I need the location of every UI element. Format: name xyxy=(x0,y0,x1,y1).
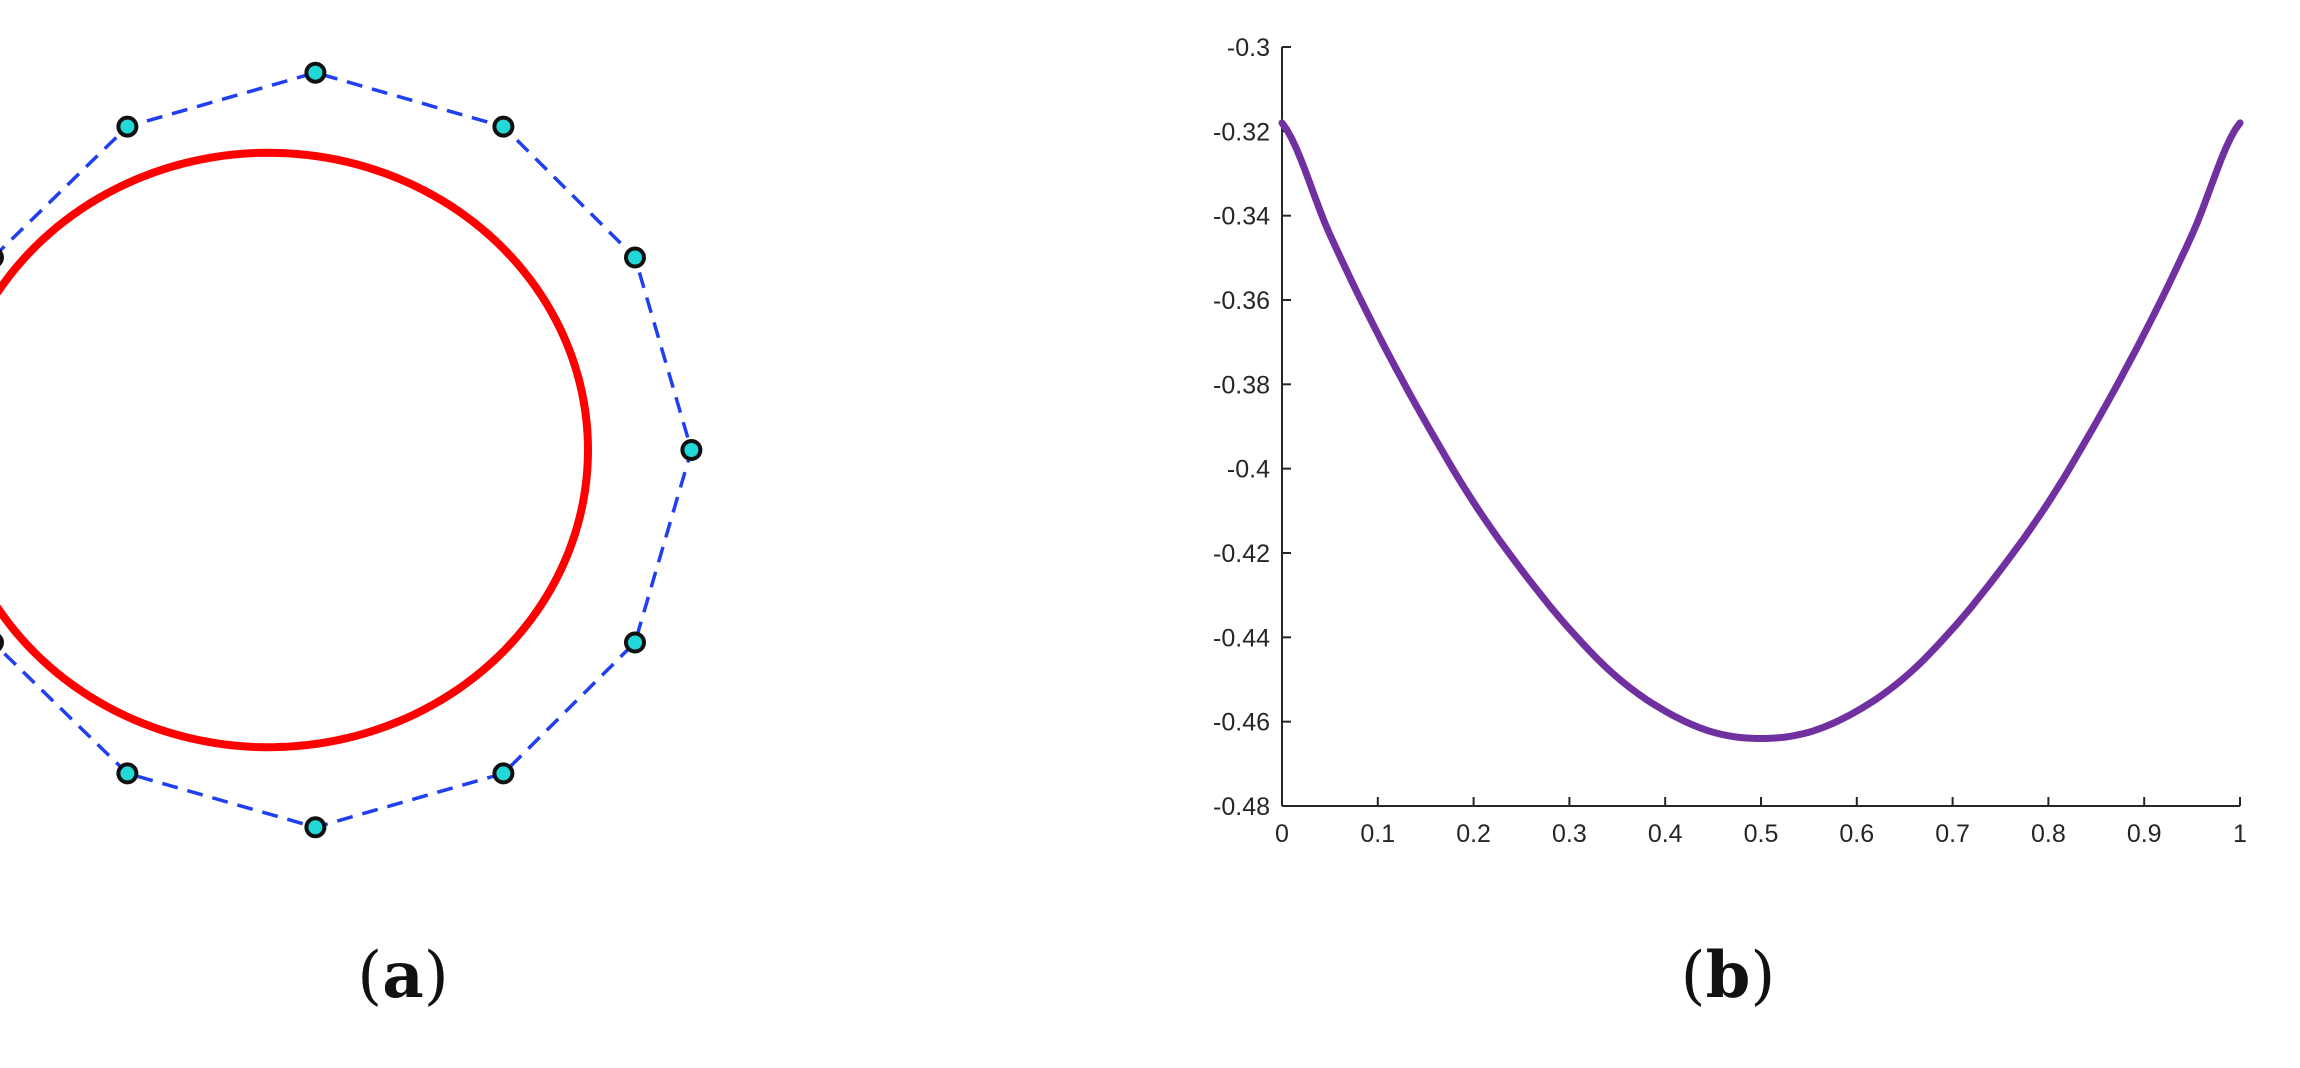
y-tick-label: -0.48 xyxy=(1213,793,1270,821)
bezier-curve xyxy=(0,148,593,752)
y-tick-label: -0.38 xyxy=(1213,371,1270,399)
x-tick-label: 0.6 xyxy=(1839,820,1874,848)
x-tick-label: 0 xyxy=(1275,820,1289,848)
control-point xyxy=(0,249,4,266)
x-tick-label: 0.1 xyxy=(1360,820,1395,848)
x-tick-label: 0.5 xyxy=(1744,820,1779,848)
control-point xyxy=(0,634,4,651)
series-line xyxy=(1278,119,2244,742)
y-tick-label: -0.42 xyxy=(1213,540,1270,568)
y-tick-label: -0.32 xyxy=(1213,118,1270,146)
x-tick-label: 0.8 xyxy=(2031,820,2066,848)
y-tick-label: -0.3 xyxy=(1227,34,1270,62)
caption-a: (a) xyxy=(357,938,449,1013)
x-tick-label: 0.2 xyxy=(1456,820,1491,848)
x-tick-label: 1 xyxy=(2233,820,2247,848)
control-point xyxy=(624,631,646,654)
y-tick-label: -0.44 xyxy=(1213,624,1270,652)
y-tick-label: -0.36 xyxy=(1213,287,1270,315)
panel-a-plot xyxy=(0,61,703,839)
y-tick-label: -0.4 xyxy=(1227,456,1270,484)
control-point xyxy=(492,762,515,785)
control-point xyxy=(304,61,327,84)
x-tick-label: 0.3 xyxy=(1552,820,1587,848)
control-point xyxy=(624,246,646,269)
control-point xyxy=(116,115,139,138)
control-point xyxy=(492,115,515,138)
control-point xyxy=(680,439,703,461)
control-point xyxy=(304,816,327,839)
caption-b: (b) xyxy=(1680,938,1776,1013)
x-tick-label: 0.9 xyxy=(2127,820,2162,848)
y-tick-label: -0.46 xyxy=(1213,709,1270,737)
y-tick-label: -0.34 xyxy=(1213,203,1270,231)
control-point xyxy=(116,762,139,785)
x-tick-label: 0.7 xyxy=(1935,820,1970,848)
x-tick-label: 0.4 xyxy=(1648,820,1683,848)
panel-b-plot: -0.3 -0.32 -0.34 -0.36 -0.38 -0.4 -0.42 -0.44 -0… xyxy=(1213,34,2247,848)
